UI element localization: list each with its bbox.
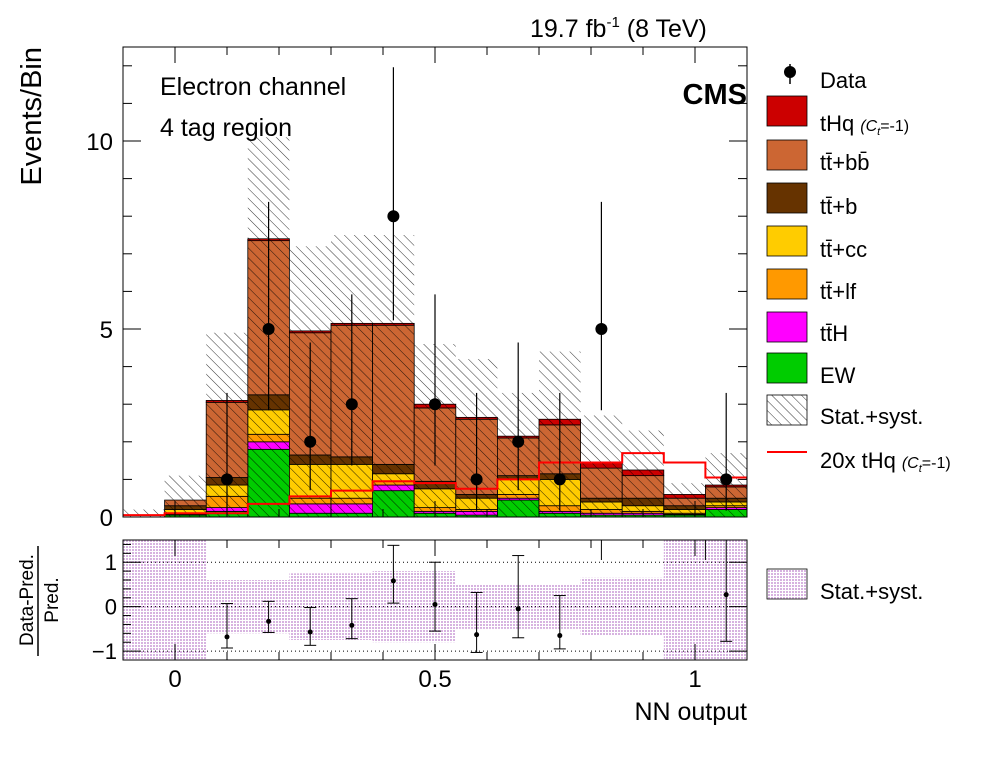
legend-unc-label: Stat.+syst.	[820, 404, 923, 429]
legend-unc: Stat.+syst.	[766, 394, 923, 429]
data-point-4	[387, 210, 400, 223]
x-tick-label-0: 0	[168, 666, 181, 693]
legend-ttlf: tt̄+lf	[766, 268, 857, 304]
x-axis-label: NN output	[634, 698, 747, 726]
y-tick-label-0: 0	[100, 505, 113, 532]
unc-band-bin-11	[580, 415, 623, 517]
ratio-point-6	[474, 632, 480, 638]
legend-ttcc-swatch	[766, 225, 808, 257]
legend-EW-label: EW	[820, 363, 856, 388]
legend-ratio-unc: Stat.+syst.	[766, 568, 923, 604]
legend-ttcc: tt̄+cc	[766, 225, 867, 262]
data-point-3	[345, 398, 358, 411]
lumi-superscript: -1	[606, 14, 619, 31]
ratio-ylabel-numerator: Data-Pred.	[17, 554, 38, 646]
ratio-y-tick-label-2: 1	[105, 550, 117, 575]
ratio-ylabel-denominator: Pred.	[42, 577, 63, 622]
legend-unc-swatch	[766, 394, 808, 426]
data-point-7	[512, 435, 525, 448]
ratio-point-0	[224, 634, 230, 640]
legend-tHq20: 20x tHq (Ct=-1)	[767, 448, 951, 475]
ratio-point-2	[307, 629, 313, 635]
channel-label: Electron channel	[160, 73, 346, 101]
legend-ttlf-label: tt̄+lf	[820, 279, 857, 304]
legend-ttH: tt̄H	[766, 311, 848, 346]
data-point-2	[304, 435, 317, 448]
unc-band-bin-12	[622, 430, 664, 517]
ratio-axes: −1 0 1 0 0.5 1	[92, 540, 748, 693]
legend: Data tHq (Ct=-1) tt̄+bb̄ tt̄+b tt̄+cc tt̄…	[766, 64, 951, 604]
ratio-y-tick-label-0: −1	[92, 639, 117, 664]
unc-band-bin-1	[164, 475, 207, 517]
legend-tHq-swatch	[766, 95, 808, 127]
legend-ratio-unc-swatch	[766, 568, 808, 600]
legend-data: Data	[784, 64, 867, 93]
unc-band-bin-13	[663, 483, 706, 517]
lumi-label: 19.7 fb-1 (8 TeV)	[530, 14, 707, 43]
legend-EW: EW	[766, 352, 856, 388]
legend-ttbb-label: tt̄+bb̄	[820, 150, 870, 175]
x-tick-label-1: 0.5	[418, 666, 451, 693]
tHq-20x-overlay	[123, 452, 747, 517]
ratio-points	[221, 539, 733, 653]
ratio-y-axis-label: Data-Pred. Pred.	[17, 546, 63, 656]
legend-EW-swatch	[766, 352, 808, 384]
ratio-band-bin-0	[123, 540, 165, 660]
legend-tHq-label: tHq (Ct=-1)	[820, 111, 909, 138]
cms-label: CMS	[683, 79, 747, 111]
legend-ttb: tt̄+b	[766, 182, 857, 219]
ratio-point-5	[432, 601, 438, 607]
legend-ttbb-swatch	[766, 139, 808, 171]
legend-ratio-unc-label: Stat.+syst.	[820, 579, 923, 604]
ratio-point-4	[390, 578, 396, 584]
data-point-0	[221, 473, 233, 486]
legend-tHq20-label: 20x tHq (Ct=-1)	[820, 448, 951, 475]
unc-band-bin-0	[123, 509, 165, 517]
legend-ttb-swatch	[766, 182, 808, 214]
ratio-point-1	[266, 618, 272, 624]
x-tick-label-2: 1	[688, 666, 701, 693]
legend-ttcc-label: tt̄+cc	[820, 237, 867, 262]
data-point-5	[429, 398, 441, 411]
uncertainty-band	[123, 137, 747, 518]
ratio-point-9	[723, 592, 729, 598]
main-axes: 0 5 10	[86, 47, 748, 532]
legend-ttH-label: tt̄H	[820, 321, 848, 346]
y-tick-label-1: 5	[100, 317, 113, 344]
ratio-point-3	[349, 622, 355, 628]
legend-ttH-swatch	[766, 311, 808, 343]
y-axis-label: Events/Bin	[16, 47, 48, 186]
data-point-1	[262, 323, 275, 335]
legend-data-label: Data	[820, 68, 867, 93]
ratio-band-bin-1	[164, 540, 207, 660]
data-points	[221, 67, 733, 511]
legend-ttb-label: tt̄+b	[820, 194, 857, 219]
legend-data-marker	[784, 66, 796, 78]
ratio-y-tick-label-1: 0	[105, 595, 117, 620]
data-point-9	[595, 323, 608, 335]
overlay-line-tHq-20x	[123, 452, 747, 517]
ratio-point-7	[515, 606, 521, 612]
data-point-10	[720, 473, 733, 486]
y-tick-label-2: 10	[86, 129, 113, 156]
region-label: 4 tag region	[160, 114, 292, 142]
data-point-6	[470, 473, 483, 486]
ratio-point-8	[557, 633, 563, 639]
legend-ttbb: tt̄+bb̄	[766, 139, 870, 175]
data-point-8	[553, 473, 566, 486]
legend-ttlf-swatch	[766, 268, 808, 300]
ratio-band-bin-13	[663, 540, 706, 660]
energy-label: (8 TeV)	[620, 15, 707, 43]
legend-tHq: tHq (Ct=-1)	[766, 95, 909, 138]
